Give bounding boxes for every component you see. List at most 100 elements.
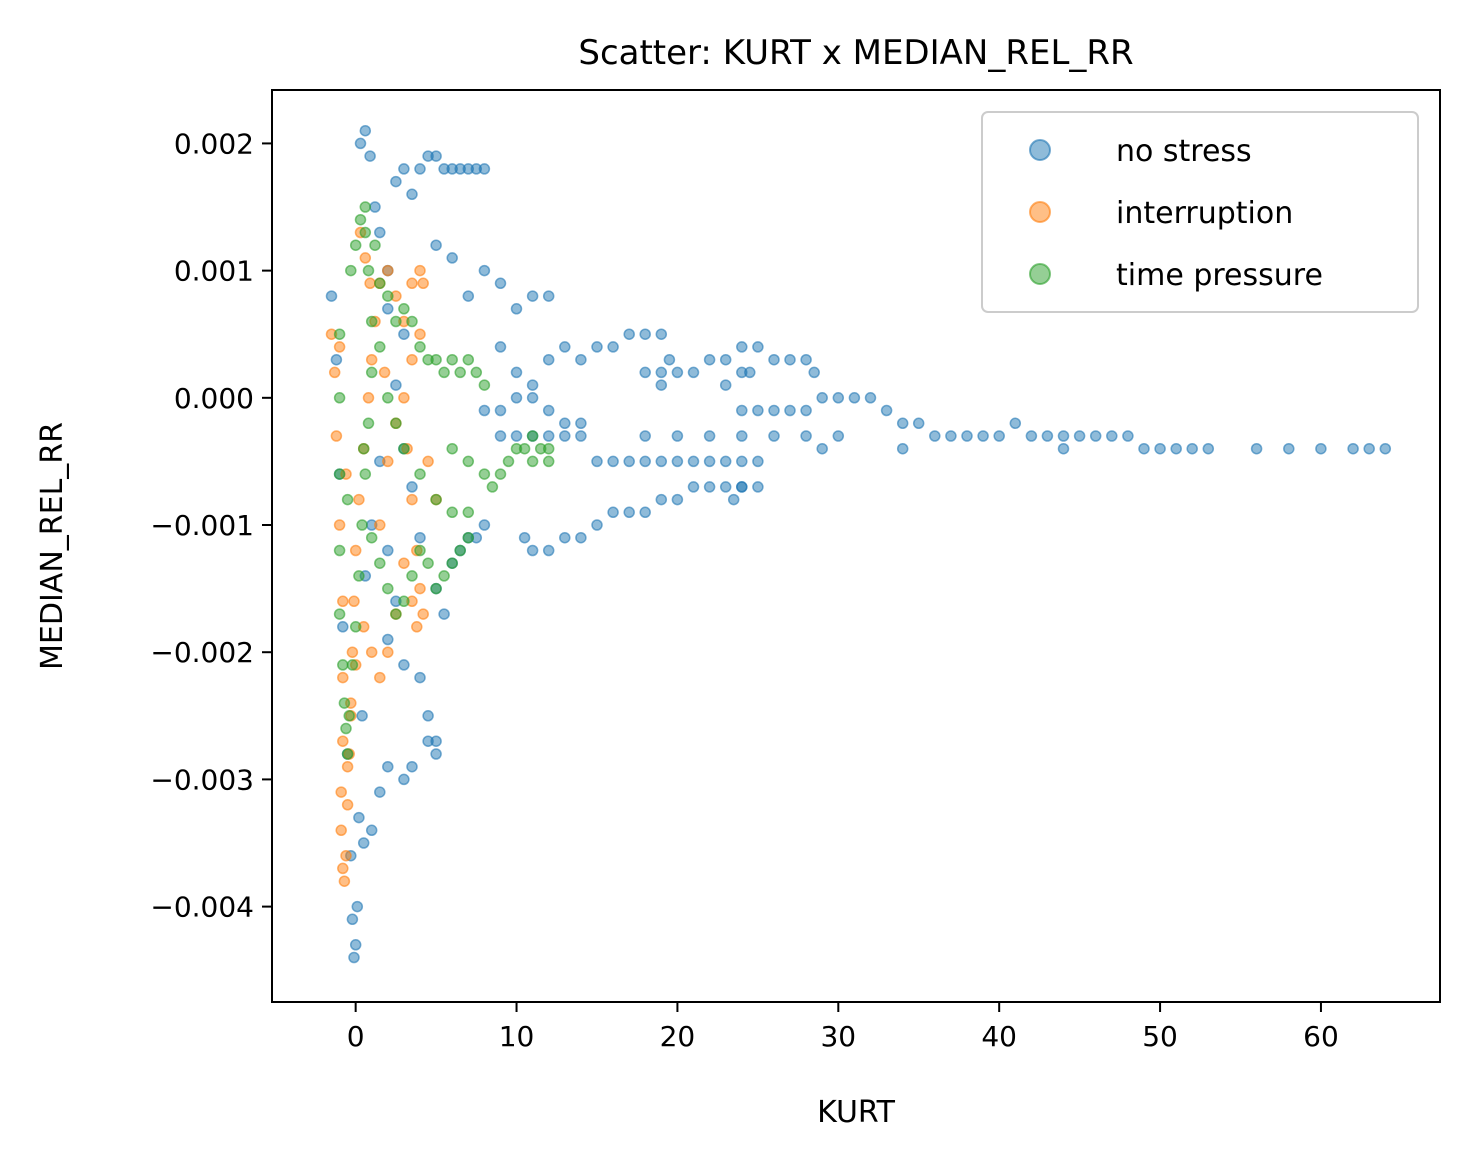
data-point <box>478 264 491 277</box>
data-point <box>478 519 491 531</box>
data-point <box>808 366 820 379</box>
points-layer <box>325 124 1392 964</box>
data-point <box>362 417 375 430</box>
data-point <box>510 392 523 404</box>
data-point <box>719 379 732 391</box>
data-point <box>353 811 365 824</box>
data-point <box>752 455 764 468</box>
data-point <box>364 277 376 290</box>
data-point <box>1363 442 1375 455</box>
y-tick-label: −0.001 <box>150 509 254 542</box>
data-point <box>655 366 668 379</box>
data-point <box>382 290 394 302</box>
data-point <box>365 531 378 544</box>
data-point <box>454 544 466 557</box>
data-point <box>340 722 352 735</box>
data-point <box>655 455 668 468</box>
data-point <box>816 392 828 404</box>
data-point <box>591 519 603 531</box>
y-axis-label: MEDIAN_REL_RR <box>35 422 70 670</box>
legend-marker <box>1029 263 1051 285</box>
data-point <box>349 544 362 557</box>
data-point <box>1250 442 1263 455</box>
data-point <box>398 557 410 569</box>
data-point <box>526 290 539 302</box>
data-point <box>414 264 426 277</box>
series-2 <box>333 201 555 760</box>
data-point <box>414 531 426 544</box>
data-point <box>338 697 351 709</box>
data-point <box>341 493 354 506</box>
x-tick-label: 30 <box>820 1020 856 1053</box>
data-point <box>800 404 812 417</box>
data-point <box>374 277 386 290</box>
data-point <box>703 353 716 366</box>
data-point <box>382 303 394 315</box>
data-point <box>333 519 346 531</box>
data-point <box>414 582 426 595</box>
data-point <box>362 264 375 277</box>
data-point <box>328 366 341 379</box>
data-point <box>369 201 381 213</box>
data-point <box>510 430 523 442</box>
data-point <box>655 493 668 506</box>
data-point <box>438 366 450 379</box>
data-point <box>353 493 365 506</box>
data-point <box>864 392 877 404</box>
data-point <box>414 341 426 353</box>
data-point <box>559 531 571 544</box>
data-point <box>341 748 354 760</box>
data-point <box>341 760 354 773</box>
data-point <box>369 239 381 251</box>
data-point <box>349 239 362 251</box>
data-point <box>993 430 1005 442</box>
data-point <box>330 430 343 442</box>
x-tick-label: 60 <box>1303 1020 1339 1053</box>
data-point <box>575 417 587 430</box>
data-point <box>422 557 434 569</box>
data-point <box>374 226 386 239</box>
data-point <box>349 621 362 633</box>
data-point <box>333 608 346 620</box>
data-point <box>961 430 973 442</box>
data-point <box>671 455 684 468</box>
data-point <box>591 341 603 353</box>
data-point <box>406 570 418 582</box>
data-point <box>671 493 684 506</box>
data-point <box>1202 442 1215 455</box>
data-point <box>335 786 347 798</box>
data-point <box>365 353 378 366</box>
data-point <box>559 417 571 430</box>
data-point <box>346 659 359 671</box>
data-point <box>526 455 539 468</box>
data-point <box>784 353 796 366</box>
data-point <box>671 366 684 379</box>
legend-marker <box>1029 201 1051 223</box>
data-point <box>374 671 386 684</box>
data-point <box>977 430 989 442</box>
data-point <box>655 328 668 340</box>
data-point <box>359 124 372 137</box>
data-point <box>382 264 394 277</box>
data-point <box>542 404 555 417</box>
data-point <box>406 315 418 328</box>
data-point <box>340 849 352 862</box>
data-point <box>494 277 507 290</box>
data-point <box>607 455 619 468</box>
data-point <box>346 646 359 658</box>
x-tick-label: 0 <box>347 1020 365 1053</box>
data-point <box>591 455 603 468</box>
data-point <box>337 621 349 633</box>
data-point <box>359 252 372 264</box>
data-point <box>446 442 458 455</box>
data-point <box>430 353 442 366</box>
data-point <box>354 213 367 226</box>
data-point <box>341 799 354 811</box>
chart-title: Scatter: KURT x MEDIAN_REL_RR <box>578 33 1133 73</box>
data-point <box>365 646 378 658</box>
data-point <box>1154 442 1166 455</box>
data-point <box>703 455 716 468</box>
data-point <box>575 430 587 442</box>
data-point <box>364 150 376 162</box>
data-point <box>348 951 360 964</box>
